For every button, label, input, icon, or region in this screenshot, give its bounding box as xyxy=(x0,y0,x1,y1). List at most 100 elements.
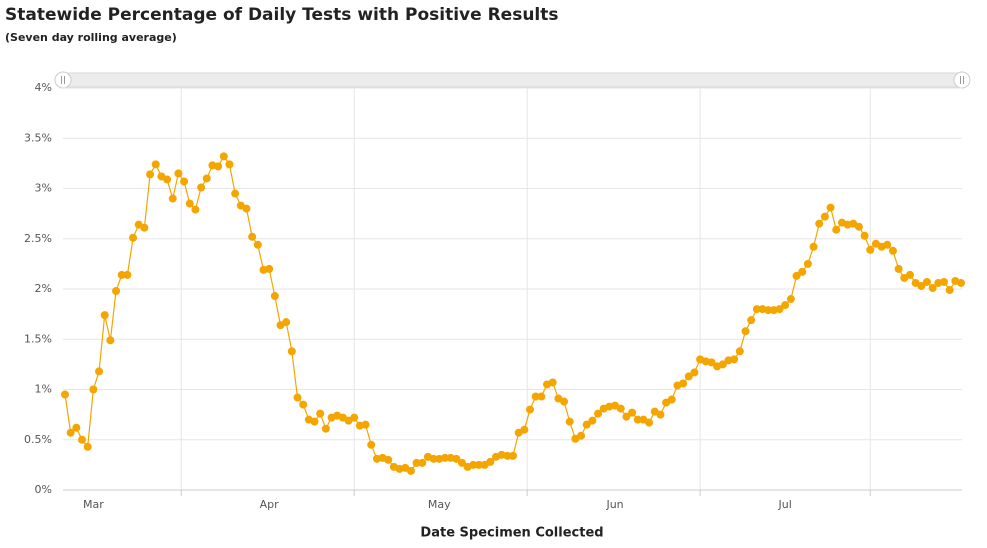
data-point xyxy=(792,271,801,280)
data-point xyxy=(730,355,739,364)
x-tick-label: Apr xyxy=(260,498,280,511)
data-point xyxy=(820,212,829,221)
data-point xyxy=(764,306,773,315)
data-point xyxy=(253,240,262,249)
data-point xyxy=(440,453,449,462)
data-point xyxy=(180,177,189,186)
data-point xyxy=(316,409,325,418)
data-point xyxy=(321,424,330,433)
data-point xyxy=(265,264,274,273)
y-tick-label: 1.5% xyxy=(24,332,52,345)
y-tick-label: 2.5% xyxy=(24,232,52,245)
data-point xyxy=(185,199,194,208)
data-point xyxy=(815,219,824,228)
data-point xyxy=(248,232,257,241)
data-point xyxy=(798,267,807,276)
data-point xyxy=(384,455,393,464)
data-point xyxy=(509,451,517,460)
data-point xyxy=(809,242,818,251)
data-point xyxy=(616,404,625,413)
chart-title: Statewide Percentage of Daily Tests with… xyxy=(5,5,559,25)
data-point xyxy=(786,295,795,304)
data-point xyxy=(939,277,948,286)
y-tick-label: 4% xyxy=(35,81,52,94)
data-point xyxy=(526,405,535,414)
data-point xyxy=(310,417,319,426)
chart-subtitle: (Seven day rolling average) xyxy=(5,31,177,44)
data-point xyxy=(406,466,415,475)
data-point xyxy=(214,162,223,171)
data-point xyxy=(752,305,761,314)
data-point xyxy=(781,301,790,310)
data-point xyxy=(95,367,104,376)
data-point xyxy=(928,283,937,292)
data-point xyxy=(242,204,251,213)
data-point xyxy=(151,160,160,169)
series-line xyxy=(64,155,962,472)
data-point xyxy=(537,392,546,401)
data-point xyxy=(622,412,631,421)
navigator-bar[interactable] xyxy=(62,72,963,88)
data-point xyxy=(191,205,200,214)
data-point xyxy=(866,245,875,254)
data-point xyxy=(548,378,557,387)
x-tick-label: Jun xyxy=(605,498,623,511)
navigator-handle-right[interactable] xyxy=(953,71,971,89)
data-point xyxy=(718,360,727,369)
data-point xyxy=(231,189,240,198)
navigator-handle-left[interactable] xyxy=(54,71,72,89)
data-point xyxy=(854,222,863,231)
y-tick-label: 0.5% xyxy=(24,433,52,446)
data-point xyxy=(197,183,206,192)
x-axis-title: Date Specimen Collected xyxy=(420,526,603,541)
data-point xyxy=(667,395,676,404)
grid xyxy=(63,87,962,491)
data-point xyxy=(117,270,126,279)
data-point xyxy=(684,372,693,381)
data-point xyxy=(66,428,75,437)
data-point xyxy=(531,392,540,401)
data-point xyxy=(100,311,109,320)
data-point xyxy=(361,420,370,429)
data-point xyxy=(457,458,466,467)
data-point xyxy=(83,442,92,451)
data-point xyxy=(741,327,750,336)
data-point xyxy=(922,277,931,286)
data-point xyxy=(270,292,279,301)
data-point xyxy=(645,418,654,427)
data-point xyxy=(350,413,359,422)
data-point xyxy=(945,286,954,295)
data-point xyxy=(429,454,438,463)
data-point xyxy=(72,423,81,432)
data-point xyxy=(917,281,926,290)
x-tick-label: Jul xyxy=(778,498,792,511)
data-point xyxy=(418,458,427,467)
data-point xyxy=(860,231,869,240)
data-point xyxy=(888,246,897,255)
data-point xyxy=(633,415,642,424)
data-point xyxy=(588,416,597,425)
y-tick-label: 3.5% xyxy=(24,131,52,144)
data-point xyxy=(803,259,812,268)
data-point xyxy=(163,175,172,184)
data-point xyxy=(287,347,296,356)
data-point xyxy=(628,408,637,417)
data-point xyxy=(140,223,149,232)
data-point xyxy=(486,457,495,466)
data-point xyxy=(78,435,87,444)
data-point xyxy=(894,264,903,273)
data-point xyxy=(775,305,784,314)
data-point xyxy=(469,460,478,469)
data-point xyxy=(174,169,183,178)
data-point xyxy=(412,458,421,467)
data-point xyxy=(89,385,98,394)
data-point xyxy=(299,400,308,409)
data-point xyxy=(957,278,965,287)
data-point xyxy=(656,410,665,419)
data-point xyxy=(61,390,69,399)
data-point xyxy=(106,336,115,345)
data-point xyxy=(367,440,376,449)
data-point xyxy=(832,225,841,234)
data-point xyxy=(594,409,603,418)
